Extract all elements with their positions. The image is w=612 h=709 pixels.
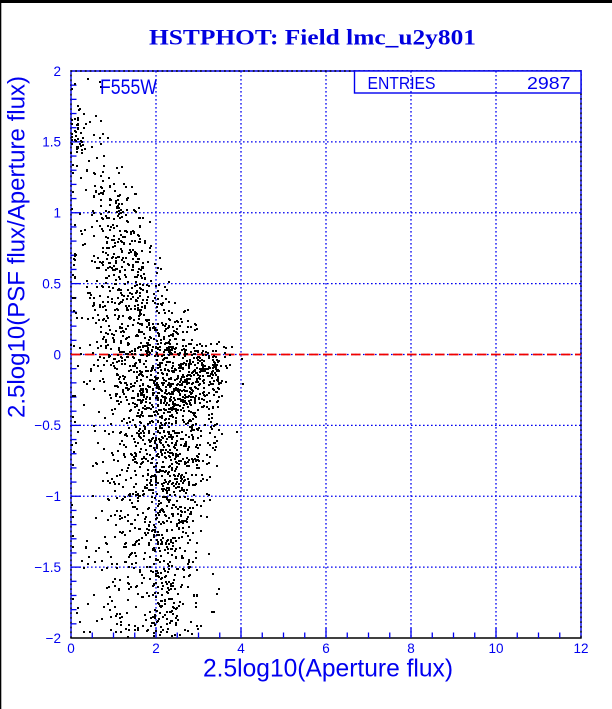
svg-text:2987: 2987 <box>527 73 571 93</box>
svg-text:4: 4 <box>237 641 245 656</box>
svg-text:−1.5: −1.5 <box>34 560 61 575</box>
svg-text:−2: −2 <box>46 631 61 646</box>
svg-text:8: 8 <box>407 641 415 656</box>
svg-text:10: 10 <box>488 641 503 656</box>
svg-text:−1: −1 <box>46 489 61 504</box>
svg-text:6: 6 <box>322 641 330 656</box>
svg-text:12: 12 <box>573 641 588 656</box>
svg-text:2: 2 <box>152 641 160 656</box>
svg-text:HSTPHOT: Field lmc_u2y801: HSTPHOT: Field lmc_u2y801 <box>149 25 476 50</box>
svg-text:1: 1 <box>53 206 61 221</box>
svg-text:1.5: 1.5 <box>42 135 61 150</box>
svg-text:0.5: 0.5 <box>42 276 61 291</box>
svg-text:F555W: F555W <box>100 76 157 99</box>
svg-text:2.5log10(Aperture flux): 2.5log10(Aperture flux) <box>203 655 453 683</box>
svg-text:2: 2 <box>53 64 61 79</box>
svg-text:2.5log10(PSF flux/Aperture flu: 2.5log10(PSF flux/Aperture flux) <box>4 76 31 418</box>
svg-text:−0.5: −0.5 <box>34 418 61 433</box>
svg-text:ENTRIES: ENTRIES <box>368 73 436 93</box>
svg-text:0: 0 <box>53 347 61 362</box>
svg-text:0: 0 <box>67 641 75 656</box>
